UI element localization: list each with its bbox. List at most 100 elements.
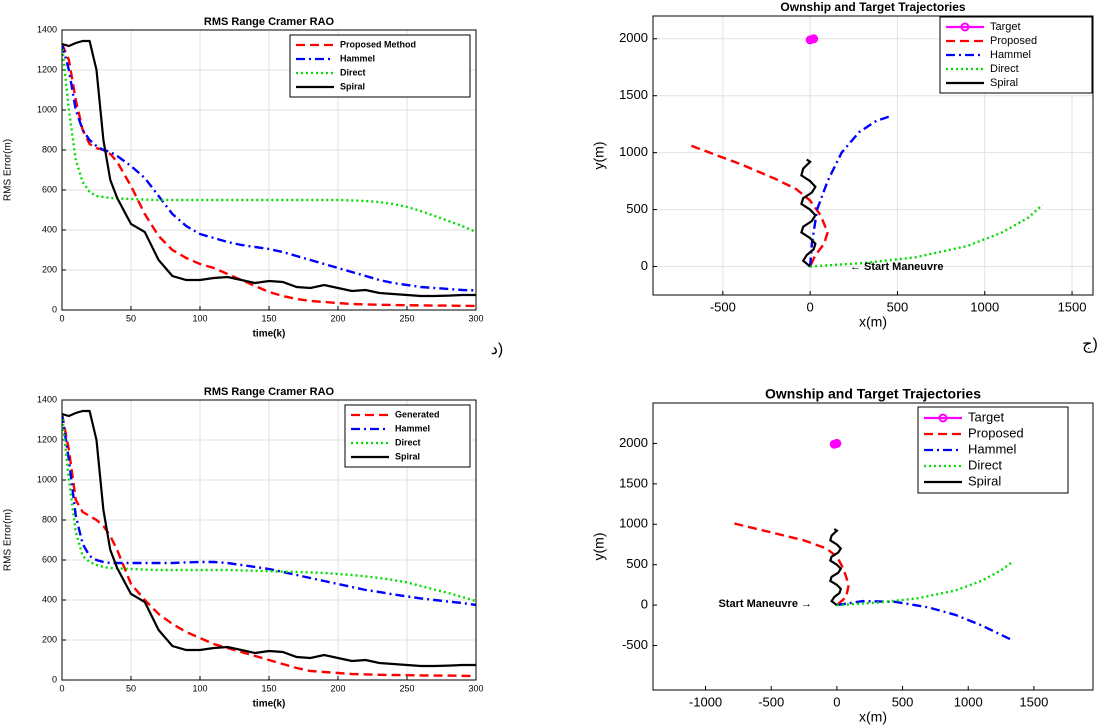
- y-tick-label: 1000: [37, 474, 57, 484]
- y-tick-label: 1200: [37, 434, 57, 444]
- chart-title: Ownship and Target Trajectories: [765, 386, 981, 402]
- x-tick-label: -1000: [689, 694, 722, 709]
- y-axis-label: y(m): [591, 533, 607, 561]
- series-line: [62, 39, 476, 298]
- legend-label: Direct: [395, 437, 421, 447]
- x-tick-label: 0: [59, 683, 64, 693]
- x-tick-label: 0: [833, 694, 840, 709]
- x-tick-label: 500: [892, 694, 914, 709]
- legend-label: Generated: [395, 409, 440, 419]
- y-tick-label: 0: [641, 258, 648, 273]
- chart-title: Ownship and Target Trajectories: [780, 0, 965, 14]
- y-tick-label: 2000: [619, 435, 648, 450]
- legend-label: Proposed Method: [340, 39, 416, 49]
- legend-label: Proposed: [990, 35, 1037, 47]
- legend-label: Hammel: [968, 441, 1017, 456]
- y-tick-label: 500: [626, 556, 648, 571]
- marker: [832, 438, 842, 448]
- x-tick-label: 500: [887, 299, 909, 314]
- y-tick-label: 600: [42, 554, 57, 564]
- chart: 0 50 100 150 200 250 300 0 200 400 600 800 1000 1200 1…: [3, 16, 504, 358]
- annotation: Start Maneuvre →: [718, 598, 812, 610]
- legend-label: Spiral: [968, 473, 1001, 488]
- y-tick-label: -500: [622, 637, 648, 652]
- y-tick-label: 200: [42, 634, 57, 644]
- y-tick-label: 200: [42, 264, 57, 274]
- legend-label: Target: [990, 21, 1021, 33]
- x-tick-label: 200: [330, 313, 345, 323]
- x-tick-label: 300: [468, 313, 483, 323]
- chart: -1000 -500 0 500 1000 1500 -500 0 500 1000 1500 200…: [591, 386, 1094, 725]
- marker: [809, 34, 819, 44]
- series-line: [62, 43, 476, 234]
- x-tick-label: 150: [261, 683, 276, 693]
- legend-label: Proposed: [968, 425, 1024, 440]
- series-line: [734, 522, 850, 607]
- axes-box: [652, 402, 1094, 691]
- legend-label: Direct: [968, 457, 1002, 472]
- chart-title: RMS Range Cramer RAO: [204, 16, 335, 28]
- panel-caption: د): [491, 341, 503, 358]
- y-tick-label: 1200: [37, 64, 57, 74]
- y-tick-label: 1000: [619, 144, 648, 159]
- x-tick-label: 300: [468, 683, 483, 693]
- x-tick-label: 250: [399, 683, 414, 693]
- y-tick-label: 1000: [37, 104, 57, 114]
- legend-marker: [938, 413, 948, 423]
- y-tick-label: 800: [42, 514, 57, 524]
- x-axis-label: time(k): [253, 329, 286, 340]
- x-axis-label: x(m): [859, 314, 887, 330]
- annotation: ← Start Maneuvre: [850, 261, 944, 273]
- series-line: [828, 528, 843, 606]
- x-tick-label: 250: [399, 313, 414, 323]
- legend-label: Direct: [990, 63, 1019, 75]
- y-tick-label: 400: [42, 224, 57, 234]
- x-tick-label: 0: [807, 299, 814, 314]
- y-axis-label: y(m): [591, 142, 607, 170]
- chart: 0 50 100 150 200 250 300 0 200 400 600 800 1000 1200 1…: [3, 386, 484, 710]
- x-axis-label: time(k): [253, 699, 286, 710]
- series-line: [62, 413, 476, 678]
- y-tick-label: 1500: [619, 475, 648, 490]
- y-tick-label: 600: [42, 184, 57, 194]
- x-tick-label: 1000: [954, 694, 983, 709]
- y-tick-label: 800: [42, 144, 57, 154]
- series-line: [690, 144, 829, 268]
- y-axis-label: RMS Error(m): [3, 509, 14, 571]
- x-tick-label: -500: [710, 299, 736, 314]
- x-tick-label: 1500: [1019, 694, 1048, 709]
- series-line: [800, 158, 817, 268]
- legend-label: Hammel: [395, 423, 430, 433]
- series-line: [62, 409, 476, 668]
- series-line: [62, 413, 476, 607]
- y-axis-label: RMS Error(m): [3, 139, 14, 201]
- legend-label: Direct: [340, 67, 366, 77]
- x-axis-label: x(m): [859, 709, 887, 725]
- panel-caption: ج): [1082, 336, 1097, 353]
- axes-box: [652, 15, 1094, 296]
- series-line: [810, 204, 1044, 268]
- x-tick-label: 150: [261, 313, 276, 323]
- x-tick-label: 200: [330, 683, 345, 693]
- y-tick-label: 0: [52, 674, 57, 684]
- axes-box: [61, 399, 477, 681]
- x-tick-label: 100: [192, 683, 207, 693]
- chart-title: RMS Range Cramer RAO: [204, 386, 335, 398]
- legend-label: Hammel: [990, 49, 1031, 61]
- x-tick-label: 100: [192, 313, 207, 323]
- x-tick-label: -500: [758, 694, 784, 709]
- axes-box: [61, 29, 477, 311]
- x-tick-label: 1500: [1058, 299, 1087, 314]
- y-tick-label: 0: [52, 304, 57, 314]
- chart: -500 0 500 1000 1500 0 500 1000 1500 2000 Ownship …: [591, 0, 1097, 353]
- y-tick-label: 1000: [619, 516, 648, 531]
- x-tick-label: 50: [126, 313, 136, 323]
- series-line: [62, 413, 476, 603]
- legend-marker: [960, 22, 970, 32]
- legend-label: Spiral: [990, 77, 1018, 89]
- x-tick-label: 50: [126, 683, 136, 693]
- y-tick-label: 1400: [37, 394, 57, 404]
- legend-label: Hammel: [340, 53, 375, 63]
- y-tick-label: 0: [641, 597, 648, 612]
